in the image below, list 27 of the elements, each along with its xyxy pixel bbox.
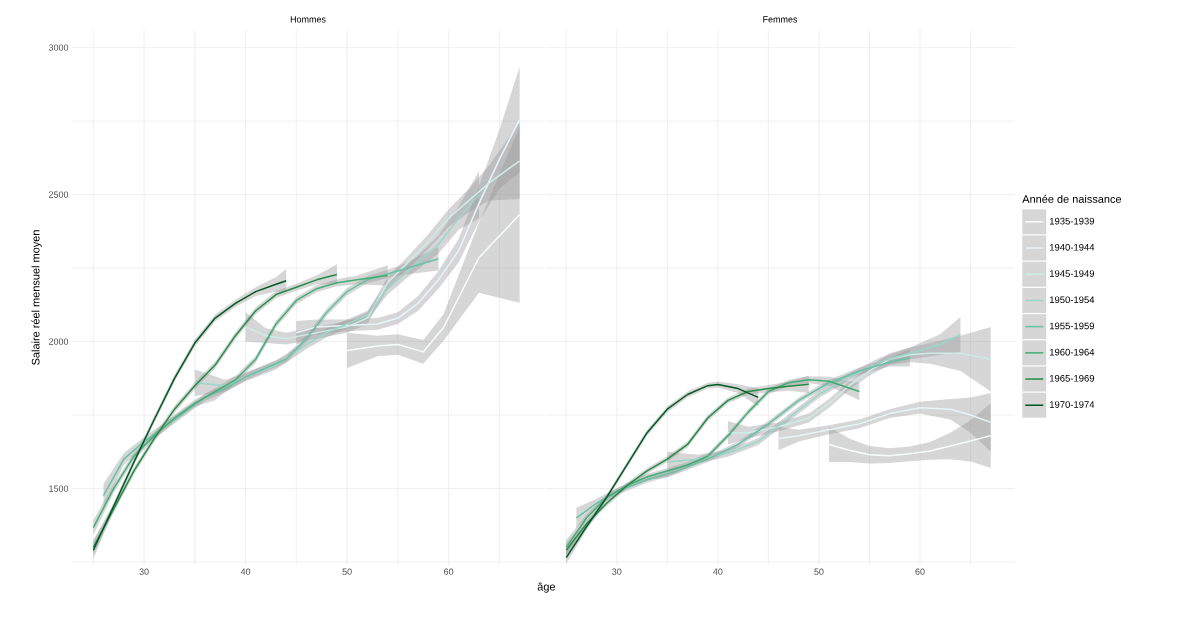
x-axis-title: âge	[537, 582, 556, 593]
legend-label: 1935-1939	[1049, 217, 1095, 225]
y-tick-label: 3000	[48, 44, 69, 51]
y-axis-title: Salaire réel mensuel moyen	[31, 230, 42, 365]
x-tick-label: 30	[612, 568, 622, 575]
legend-label: 1955-1959	[1049, 322, 1095, 330]
x-tick-label: 60	[915, 568, 925, 575]
line-series	[295, 118, 521, 334]
x-tick-label: 40	[240, 568, 251, 575]
x-tick-label: 50	[814, 568, 824, 575]
y-tick-label: 2000	[49, 338, 69, 345]
legend-label: 1970-1974	[1049, 401, 1095, 408]
legend-label: 1950-1954	[1049, 296, 1095, 304]
x-tick-label: 30	[139, 568, 149, 575]
x-tick-label: 60	[444, 568, 454, 575]
legend-label: 1945-1949	[1049, 270, 1095, 277]
y-tick-label: 2500	[49, 191, 69, 198]
x-tick-label: 50	[342, 568, 352, 575]
chart-title: Hommes	[290, 16, 326, 23]
chart-title: Femmes	[763, 16, 798, 23]
legend-label: 1960-1964	[1049, 348, 1095, 356]
line-series	[346, 213, 521, 353]
legend-label: 1965-1969	[1049, 374, 1095, 382]
legend-label: 1940-1944	[1049, 243, 1095, 251]
legend-title: Année de naissance	[1022, 194, 1122, 203]
x-tick-label: 40	[713, 568, 723, 575]
y-tick-label: 1500	[49, 485, 69, 492]
